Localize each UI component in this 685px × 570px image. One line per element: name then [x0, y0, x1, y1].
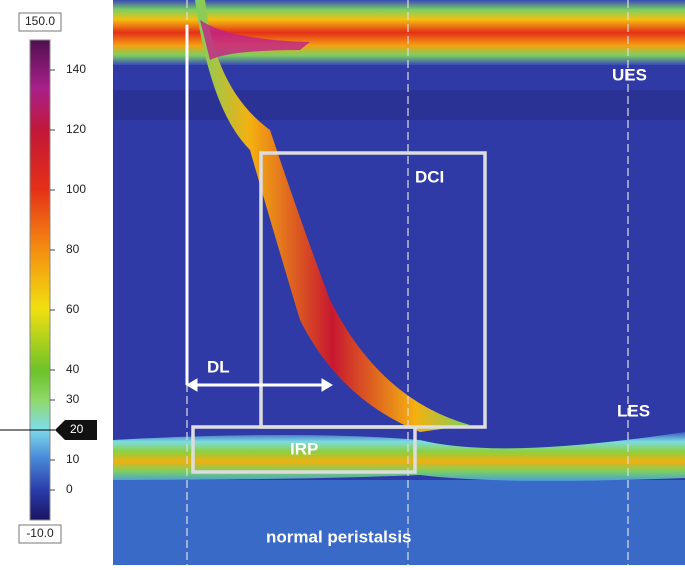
tick-label: 0 — [66, 482, 73, 496]
range-box — [18, 12, 62, 32]
marker-tag — [55, 420, 97, 440]
range-label: -10.0 — [26, 526, 54, 540]
caption: normal peristalsis — [266, 527, 412, 546]
range-label: 150.0 — [25, 14, 55, 28]
tick-label: 40 — [66, 362, 80, 376]
tick-label: 140 — [66, 62, 86, 76]
irp-label: IRP — [290, 439, 318, 458]
dl-label: DL — [207, 357, 230, 376]
range-box — [18, 524, 62, 544]
colorbar-panel — [0, 0, 113, 565]
tick-label: 60 — [66, 302, 80, 316]
tick-label: 30 — [66, 392, 80, 406]
tick-label: 80 — [66, 242, 80, 256]
tick-label: 100 — [66, 182, 86, 196]
pressure-map — [113, 0, 685, 565]
dci-label: DCI — [415, 167, 444, 186]
marker-label: 20 — [70, 422, 84, 436]
les-label: LES — [617, 401, 650, 420]
tick-label: 120 — [66, 122, 86, 136]
ues-label: UES — [612, 65, 647, 84]
colorbar — [29, 39, 51, 521]
tick-label: 10 — [66, 452, 80, 466]
